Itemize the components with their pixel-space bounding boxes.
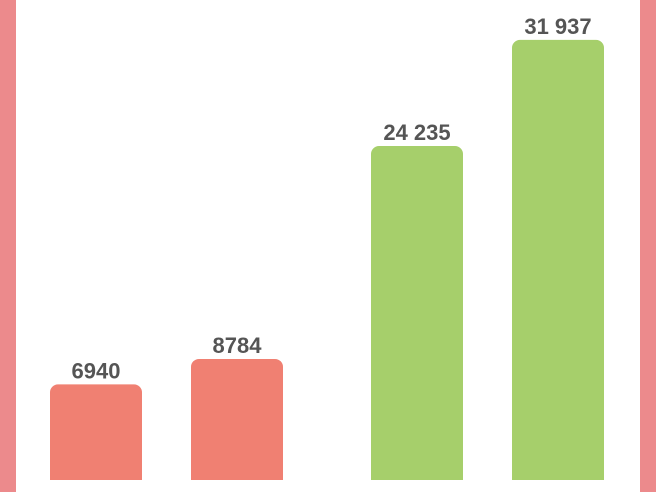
right-border xyxy=(640,0,656,492)
bar xyxy=(512,39,604,488)
baseline-mask xyxy=(16,480,640,492)
value-label: 8784 xyxy=(213,333,263,358)
value-label: 6940 xyxy=(72,358,121,383)
bar xyxy=(50,384,142,488)
value-label: 24 235 xyxy=(383,120,450,145)
bar xyxy=(191,358,283,488)
left-border xyxy=(0,0,16,492)
value-label: 31 937 xyxy=(524,14,591,39)
bar xyxy=(371,146,463,488)
